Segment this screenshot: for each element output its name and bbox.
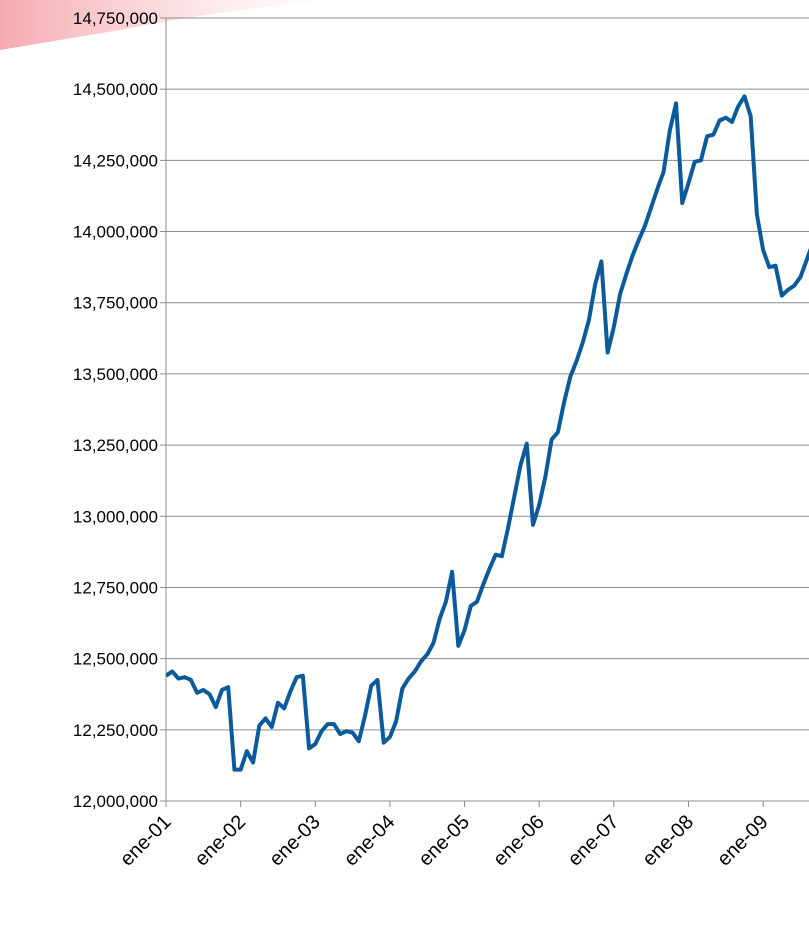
y-tick-label: 13,750,000: [73, 294, 158, 313]
y-tick-label: 12,250,000: [73, 721, 158, 740]
x-tick-label: ene-02: [191, 811, 251, 871]
x-tick-label: ene-03: [265, 811, 325, 871]
y-tick-label: 14,750,000: [73, 9, 158, 28]
x-tick-label: ene-07: [564, 811, 624, 871]
decoration: [0, 0, 330, 50]
y-tick-label: 13,500,000: [73, 365, 158, 384]
x-tick-label: ene-09: [713, 811, 773, 871]
data-line: [166, 94, 809, 772]
plot: 12,000,000 12,250,000 12,500,000 12,750,000…: [73, 9, 809, 871]
y-tick-label: 12,750,000: [73, 578, 158, 597]
y-tick-label: 14,000,000: [73, 223, 158, 242]
x-tick-label: ene-05: [414, 811, 474, 871]
y-tick-label: 13,250,000: [73, 436, 158, 455]
y-tick-label: 12,500,000: [73, 650, 158, 669]
y-tick-label: 13,000,000: [73, 507, 158, 526]
y-tick-label: 14,500,000: [73, 80, 158, 99]
x-tick-label: ene-06: [489, 811, 549, 871]
x-tick-label: ene-04: [340, 811, 400, 871]
x-tick-label: ene-08: [638, 811, 698, 871]
y-tick-label: 14,250,000: [73, 151, 158, 170]
y-tick-label: 12,000,000: [73, 792, 158, 811]
x-tick-label: ene-01: [116, 811, 176, 871]
